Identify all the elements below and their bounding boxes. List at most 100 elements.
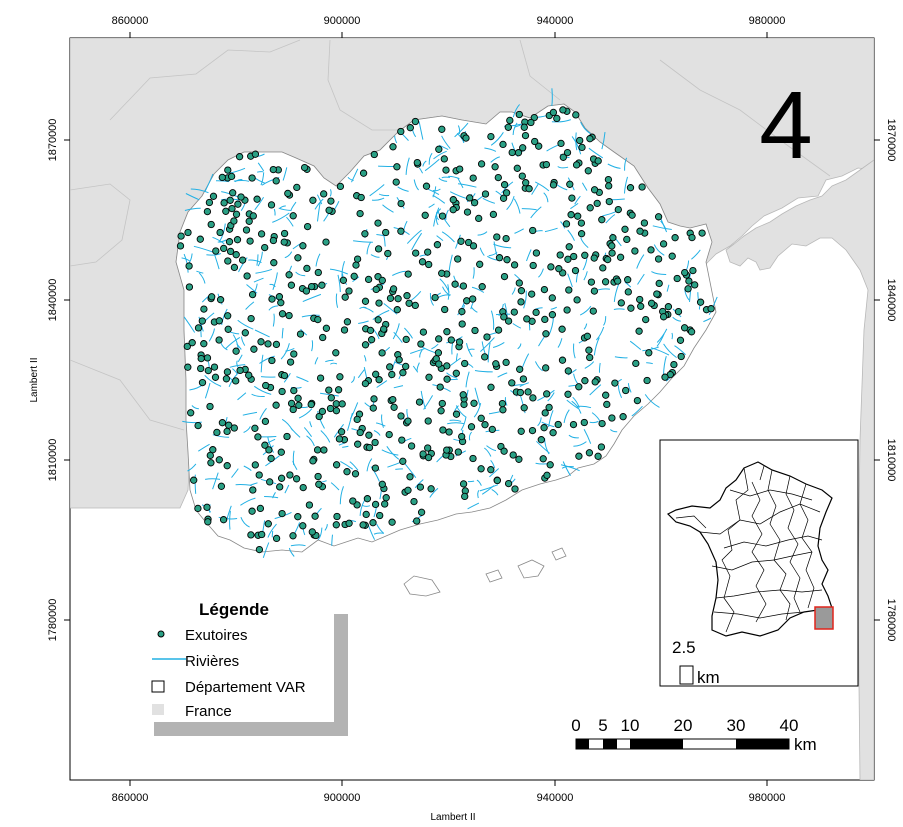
outlet-point — [372, 285, 380, 294]
river-segment — [218, 516, 238, 520]
outlet-point — [495, 254, 504, 262]
outlet-point — [398, 436, 406, 444]
outlet-point — [509, 451, 517, 459]
outlet-point — [608, 242, 616, 250]
outlet-point — [218, 419, 227, 427]
outlet-point — [502, 234, 510, 243]
outlet-point — [268, 356, 276, 365]
outlet-point — [508, 148, 516, 157]
outlet-point — [461, 359, 469, 368]
outlet-point — [402, 335, 410, 344]
river-segment — [441, 231, 455, 243]
river-segment — [589, 420, 599, 424]
outlet-point — [605, 182, 613, 190]
outlet-point — [572, 111, 580, 119]
outlet-point — [598, 216, 606, 224]
outlet-point — [224, 166, 232, 174]
river-segment — [350, 376, 355, 384]
river-segment — [609, 429, 618, 433]
outlet-point — [455, 338, 464, 346]
outlet-point — [502, 358, 510, 367]
outlet-point — [365, 443, 374, 452]
scale-label: 5 — [598, 716, 607, 735]
outlet-point — [565, 286, 573, 294]
outlet-point — [276, 483, 284, 491]
outlet-point — [504, 479, 513, 488]
outlet-point — [604, 175, 613, 184]
outlet-point — [575, 383, 583, 391]
outline-box-icon — [151, 680, 165, 693]
river-segment — [301, 314, 320, 318]
outlet-point — [390, 403, 398, 411]
river-segment — [205, 478, 221, 480]
river-segment — [259, 407, 267, 420]
river-segment — [358, 320, 369, 324]
outlet-point — [412, 249, 420, 257]
river-segment — [204, 173, 214, 192]
river-segment — [256, 171, 264, 173]
outlet-point — [493, 476, 501, 485]
river-segment — [474, 370, 493, 373]
river-segment — [513, 198, 521, 214]
outlet-point — [230, 424, 238, 432]
outlet-point — [635, 327, 643, 335]
river-segment — [479, 247, 485, 256]
outlet-point — [437, 407, 445, 415]
outlet-point — [224, 257, 232, 265]
outlet-point — [431, 293, 439, 302]
outlet-point — [228, 204, 236, 213]
outlet-point — [394, 295, 402, 303]
outlet-point — [529, 394, 537, 402]
outlet-point — [685, 277, 693, 285]
river-segment — [435, 216, 439, 226]
outlet-point — [384, 249, 392, 258]
outlet-point — [200, 305, 208, 313]
y-tick-label-right: 1780000 — [885, 599, 897, 642]
river-segment — [646, 362, 653, 365]
x-tick-label-bottom: 900000 — [324, 792, 361, 804]
river-segment — [196, 270, 204, 274]
river-segment — [283, 372, 291, 383]
scale-unit: km — [794, 735, 817, 754]
outlet-point — [197, 354, 205, 363]
outlet-point — [411, 301, 419, 310]
river-segment — [413, 179, 419, 191]
outlet-point — [294, 394, 302, 402]
outlet-point — [371, 438, 379, 447]
outlet-point — [284, 189, 292, 198]
river-segment — [423, 395, 434, 410]
outlet-point — [292, 475, 301, 483]
outlet-point — [424, 444, 432, 452]
outlet-point — [361, 379, 370, 388]
river-segment — [428, 152, 433, 165]
inset-departement-borders — [675, 465, 823, 633]
river-segment — [436, 235, 444, 241]
outlet-point — [241, 329, 249, 337]
outlet-point — [314, 268, 322, 277]
river-segment — [588, 147, 604, 159]
x-tick-label-top: 860000 — [112, 15, 149, 27]
outlet-point — [539, 455, 547, 463]
river-segment — [597, 288, 611, 291]
river-segment — [337, 274, 341, 293]
outlet-point — [637, 302, 645, 310]
outlet-point — [602, 391, 610, 399]
river-segment — [580, 121, 591, 135]
river-segment — [406, 229, 422, 244]
france-border-line — [70, 359, 185, 431]
river-segment — [316, 507, 322, 514]
island — [551, 547, 567, 561]
outlet-point — [406, 124, 414, 132]
outlet-point — [318, 407, 327, 416]
outlet-point — [546, 461, 554, 469]
outlet-point — [223, 462, 231, 470]
river-segment — [474, 387, 481, 407]
outlet-point — [303, 264, 311, 273]
river-segment — [243, 426, 251, 433]
outlet-point — [198, 317, 206, 325]
river-segment — [593, 337, 600, 356]
outlet-point — [277, 299, 285, 307]
outlet-point — [209, 192, 218, 200]
river-segment — [589, 384, 602, 396]
